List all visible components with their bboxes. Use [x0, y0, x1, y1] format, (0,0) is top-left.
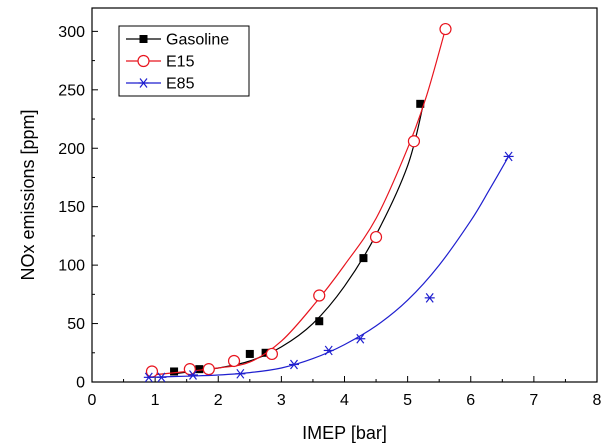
- y-tick-label: 100: [58, 258, 85, 275]
- data-point-e15: [227, 354, 241, 368]
- data-point-e15: [313, 289, 326, 302]
- legend-marker-gasoline: [139, 35, 148, 43]
- x-axis-title: IMEP [bar]: [302, 423, 387, 443]
- data-point-e15: [202, 363, 215, 376]
- y-tick-label: 250: [58, 82, 85, 99]
- x-tick-label: 4: [340, 392, 349, 409]
- x-tick-label: 0: [88, 392, 97, 409]
- data-point-e85: [424, 292, 435, 303]
- data-point-gasoline: [359, 254, 368, 263]
- x-tick-label: 2: [214, 392, 223, 409]
- y-ticks: 0 50 100 150 200 250 300: [58, 24, 98, 392]
- legend-marker-e85: [138, 78, 149, 88]
- legend: Gasoline E15 E85: [118, 25, 250, 97]
- legend-item-e15: E15: [126, 54, 195, 71]
- series-e85: [143, 151, 514, 383]
- data-point-e85: [503, 151, 514, 162]
- legend-item-e85: E85: [126, 76, 195, 93]
- data-point-e85: [156, 372, 167, 383]
- data-point-e85: [143, 372, 154, 383]
- data-point-e15: [369, 230, 383, 244]
- legend-label-e85: E85: [166, 76, 195, 93]
- data-point-e85: [188, 370, 198, 380]
- data-point-e15: [145, 365, 159, 378]
- data-point-e85-stroke: [236, 368, 245, 379]
- data-point-e85-stroke: [356, 333, 365, 344]
- data-point-e15: [183, 363, 196, 376]
- data-point-gasoline: [245, 349, 254, 358]
- fit-line-gasoline: [174, 103, 424, 375]
- legend-marker-e15: [137, 54, 150, 68]
- legend-item-gasoline: Gasoline: [126, 32, 229, 49]
- legend-marker-e85-stroke: [139, 78, 148, 88]
- data-point-e85: [235, 368, 246, 379]
- x-tick-label: 7: [529, 392, 538, 409]
- data-point-gasoline: [195, 365, 204, 374]
- data-point-e15: [439, 22, 452, 36]
- data-point-gasoline: [416, 99, 425, 108]
- y-axis-title: NOx emissions [ppm]: [18, 109, 38, 280]
- data-point-e15: [265, 347, 279, 361]
- data-point-e85: [323, 345, 334, 356]
- data-point-e85-stroke: [144, 372, 153, 383]
- data-point-e85-stroke: [425, 292, 434, 303]
- data-point-gasoline: [170, 367, 179, 376]
- series-gasoline: [170, 99, 425, 376]
- fit-line-e85: [148, 156, 510, 378]
- x-tick-label: 3: [277, 392, 286, 409]
- y-tick-label: 300: [58, 24, 85, 41]
- x-tick-label: 1: [151, 392, 160, 409]
- x-ticks: 0 1 2 3 4 5 6 7 8: [88, 376, 602, 409]
- data-point-e85-stroke: [157, 372, 166, 383]
- y-tick-label: 200: [58, 141, 85, 158]
- data-point-e85: [355, 333, 366, 344]
- y-tick-label: 50: [67, 316, 85, 333]
- y-tick-label: 0: [76, 375, 85, 392]
- data-point-e85-stroke: [324, 345, 333, 356]
- x-tick-label: 5: [403, 392, 412, 409]
- y-tick-label: 150: [58, 199, 85, 216]
- data-point-e85: [289, 359, 299, 370]
- data-point-e15: [407, 135, 421, 148]
- x-tick-label: 8: [593, 392, 602, 409]
- data-point-e85-stroke: [504, 151, 513, 162]
- x-tick-label: 6: [466, 392, 475, 409]
- legend-label-gasoline: Gasoline: [166, 32, 229, 49]
- legend-label-e15: E15: [166, 54, 195, 71]
- data-point-gasoline: [315, 317, 324, 326]
- data-point-e85-stroke: [290, 359, 298, 370]
- series-e15: [145, 22, 452, 378]
- data-point-e85-stroke: [189, 370, 197, 380]
- series-layer: [143, 22, 514, 383]
